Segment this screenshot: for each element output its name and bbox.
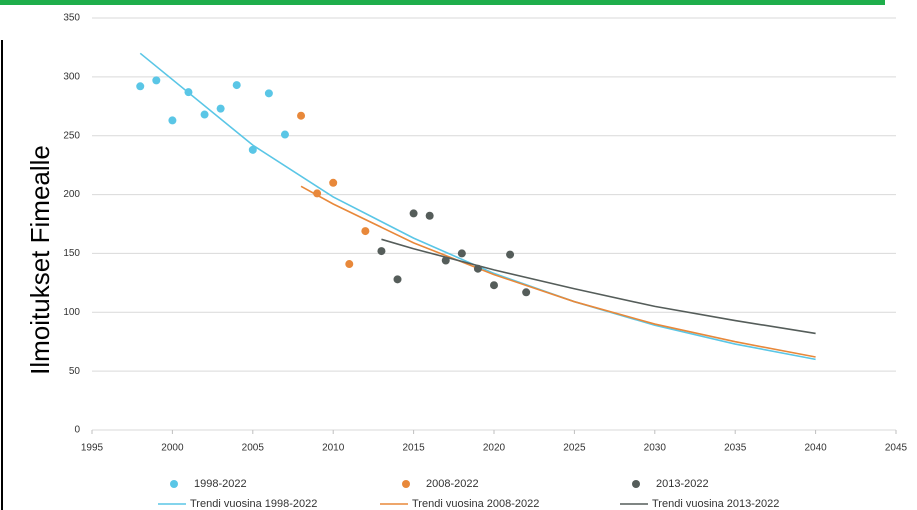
y-tick-label: 250 <box>63 130 80 141</box>
legend-label: 2008-2022 <box>426 478 479 490</box>
legend-marker <box>402 480 410 488</box>
point <box>184 88 193 97</box>
y-tick-label: 350 <box>63 13 80 24</box>
point <box>393 275 402 284</box>
top-bar <box>0 0 885 5</box>
point <box>248 145 257 154</box>
point <box>441 256 450 265</box>
trend-line <box>381 238 816 335</box>
point <box>473 264 482 273</box>
point <box>506 250 515 259</box>
point <box>457 249 466 258</box>
point <box>409 209 418 218</box>
y-tick-label: 200 <box>63 189 80 200</box>
x-tick-label: 2035 <box>724 443 747 454</box>
y-tick-label: 300 <box>63 71 80 82</box>
legend-label: Trendi vuosina 2008-2022 <box>412 498 539 510</box>
y-tick-label: 50 <box>69 366 81 377</box>
point <box>377 247 386 256</box>
x-tick-label: 2000 <box>161 443 184 454</box>
point <box>313 189 322 198</box>
x-tick-label: 2020 <box>483 443 506 454</box>
legend-marker <box>632 480 640 488</box>
point <box>425 211 434 220</box>
point <box>522 288 531 297</box>
legend-label: Trendi vuosina 2013-2022 <box>652 498 779 510</box>
x-tick-label: 2030 <box>644 443 667 454</box>
x-tick-label: 2045 <box>885 443 908 454</box>
point <box>168 116 177 125</box>
point <box>490 281 498 290</box>
trend-line <box>300 185 816 358</box>
x-tick-label: 2040 <box>804 443 827 454</box>
point <box>200 110 209 119</box>
point <box>216 104 225 113</box>
y-tick-label: 100 <box>63 307 80 318</box>
y-axis-label: Ilmoitukset Fimealle <box>25 145 55 375</box>
x-tick-label: 1995 <box>81 443 104 454</box>
point <box>280 130 289 139</box>
x-tick-label: 2015 <box>402 443 425 454</box>
x-tick-label: 2010 <box>322 443 345 454</box>
point <box>264 89 273 98</box>
x-tick-label: 2025 <box>563 443 586 454</box>
trend-line <box>139 52 816 361</box>
y-tick-label: 0 <box>74 425 80 436</box>
point <box>361 227 370 236</box>
y-tick-label: 150 <box>63 248 80 259</box>
legend-label: 1998-2022 <box>194 478 247 490</box>
point <box>232 81 241 90</box>
point <box>136 82 145 91</box>
point <box>329 178 338 187</box>
legend-label: 2013-2022 <box>656 478 709 490</box>
legend-marker <box>170 480 178 488</box>
point <box>297 111 306 120</box>
point <box>152 76 161 85</box>
point <box>345 260 354 269</box>
legend-label: Trendi vuosina 1998-2022 <box>190 498 317 510</box>
x-tick-label: 2005 <box>242 443 265 454</box>
